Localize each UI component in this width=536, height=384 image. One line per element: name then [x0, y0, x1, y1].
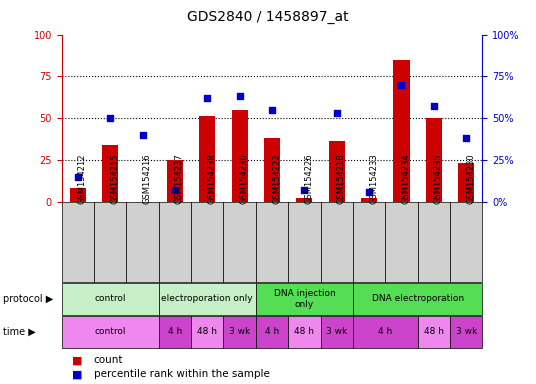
Text: GSM154216: GSM154216 [143, 153, 152, 204]
Text: GDS2840 / 1458897_at: GDS2840 / 1458897_at [187, 10, 349, 23]
Bar [159, 316, 191, 348]
Bar [264, 138, 280, 202]
Point [106, 115, 115, 121]
Bar [418, 202, 450, 282]
Bar [159, 283, 256, 315]
Text: DNA injection
only: DNA injection only [273, 289, 335, 309]
Bar [450, 316, 482, 348]
Text: GSM154218: GSM154218 [337, 153, 346, 204]
Text: GSM154236: GSM154236 [240, 153, 249, 204]
Point [268, 107, 277, 113]
Bar [418, 316, 450, 348]
Point [73, 174, 82, 180]
Bar [256, 316, 288, 348]
Text: GSM154233: GSM154233 [369, 153, 378, 204]
Text: DNA electroporation: DNA electroporation [371, 295, 464, 303]
Text: 48 h: 48 h [197, 327, 217, 336]
Point [203, 95, 212, 101]
Bar [191, 202, 224, 282]
Text: electroporation only: electroporation only [161, 295, 253, 303]
Text: 48 h: 48 h [294, 327, 315, 336]
Text: time ▶: time ▶ [3, 326, 35, 337]
Bar [329, 141, 345, 202]
Bar [321, 202, 353, 282]
Bar [296, 198, 312, 202]
Text: GSM154235: GSM154235 [434, 153, 443, 204]
Point [235, 93, 244, 99]
Point [332, 110, 341, 116]
Bar [62, 283, 159, 315]
Bar [224, 202, 256, 282]
Point [462, 135, 471, 141]
Bar [321, 316, 353, 348]
Text: GSM154226: GSM154226 [304, 153, 314, 204]
Text: GSM154215: GSM154215 [110, 154, 119, 204]
Bar [199, 116, 215, 202]
Bar [458, 163, 474, 202]
Bar [94, 202, 126, 282]
Text: 3 wk: 3 wk [456, 327, 477, 336]
Bar [256, 202, 288, 282]
Bar [62, 202, 94, 282]
Bar [126, 202, 159, 282]
Bar [102, 145, 118, 202]
Point [170, 187, 179, 193]
Text: control: control [94, 295, 126, 303]
Text: ■: ■ [72, 355, 83, 365]
Point [300, 187, 309, 193]
Text: protocol ▶: protocol ▶ [3, 294, 53, 304]
Text: control: control [94, 327, 126, 336]
Bar [450, 202, 482, 282]
Text: GSM154222: GSM154222 [272, 154, 281, 204]
Bar [361, 198, 377, 202]
Bar [159, 202, 191, 282]
Text: 4 h: 4 h [168, 327, 182, 336]
Bar [385, 202, 418, 282]
Bar [191, 316, 224, 348]
Text: GSM154238: GSM154238 [207, 153, 217, 204]
Point [429, 103, 438, 109]
Bar [353, 283, 482, 315]
Text: GSM154237: GSM154237 [175, 153, 184, 204]
Point [365, 189, 374, 195]
Text: 3 wk: 3 wk [326, 327, 347, 336]
Text: percentile rank within the sample: percentile rank within the sample [94, 369, 270, 379]
Point [138, 132, 147, 138]
Bar [426, 118, 442, 202]
Text: count: count [94, 355, 123, 365]
Bar [288, 316, 321, 348]
Bar [393, 60, 410, 202]
Text: 3 wk: 3 wk [229, 327, 250, 336]
Text: GSM154230: GSM154230 [466, 153, 475, 204]
Text: 4 h: 4 h [265, 327, 279, 336]
Text: 48 h: 48 h [424, 327, 444, 336]
Bar [353, 316, 418, 348]
Text: ■: ■ [72, 369, 83, 379]
Bar [62, 316, 159, 348]
Bar [353, 202, 385, 282]
Bar [288, 202, 321, 282]
Text: GSM154212: GSM154212 [78, 154, 87, 204]
Bar [224, 316, 256, 348]
Bar [70, 188, 86, 202]
Text: GSM154234: GSM154234 [401, 153, 411, 204]
Bar [232, 110, 248, 202]
Bar [167, 160, 183, 202]
Bar [256, 283, 353, 315]
Text: 4 h: 4 h [378, 327, 392, 336]
Point [397, 82, 406, 88]
